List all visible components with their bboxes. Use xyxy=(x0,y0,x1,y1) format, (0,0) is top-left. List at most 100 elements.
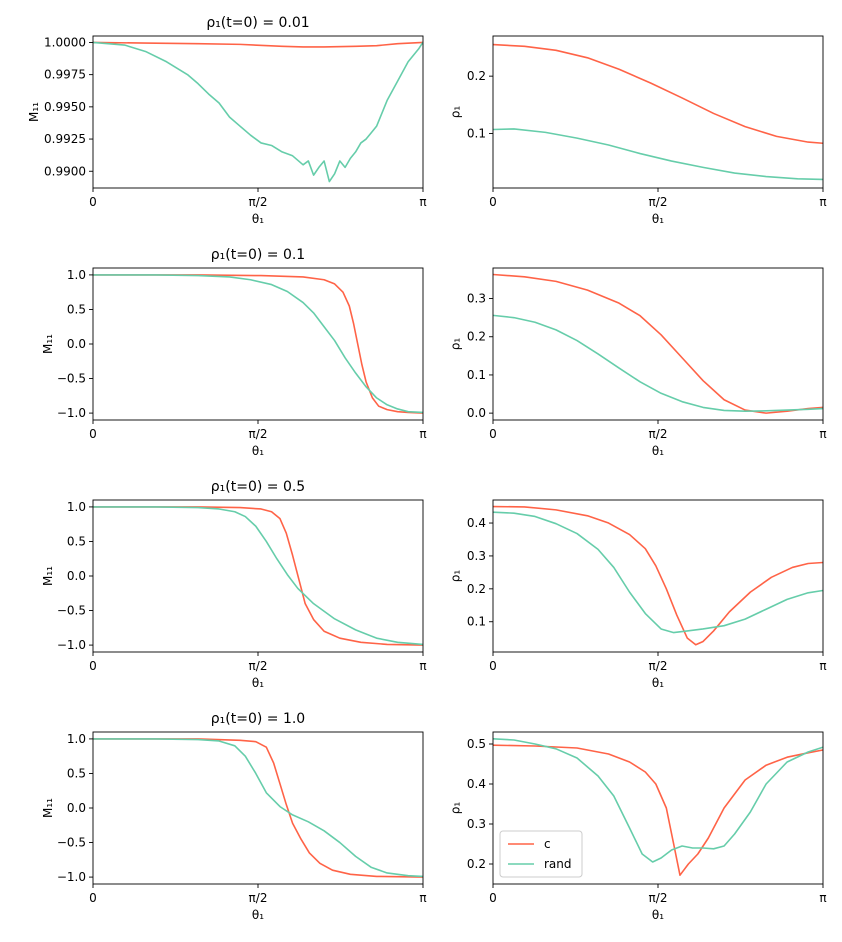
y-tick-label: 0.5 xyxy=(67,302,86,316)
y-tick-label: 1.0 xyxy=(67,268,86,282)
y-tick-label: −1.0 xyxy=(57,638,86,652)
series-line-rand xyxy=(93,41,423,183)
y-axis-label: M₁₁ xyxy=(41,566,55,586)
x-tick-label: π/2 xyxy=(249,891,268,905)
panel-title: ρ₁(t=0) = 1.0 xyxy=(211,711,305,727)
y-tick-label: −0.5 xyxy=(57,836,86,850)
y-tick-label: 0.9925 xyxy=(44,132,86,146)
series-line-rand xyxy=(93,506,423,646)
y-tick-label: −0.5 xyxy=(57,372,86,386)
y-tick-label: 0.0 xyxy=(67,801,86,815)
y-tick-label: 0.5 xyxy=(67,766,86,780)
y-axis-label: ρ₁ xyxy=(448,338,462,351)
x-tick-label: 0 xyxy=(489,427,497,441)
legend-label-rand: rand xyxy=(544,857,572,871)
axes-frame xyxy=(492,35,824,189)
y-tick-label: 0.1 xyxy=(467,127,486,141)
panel-title: ρ₁(t=0) = 0.01 xyxy=(206,15,309,31)
y-tick-label: 0.2 xyxy=(467,857,486,871)
y-tick-label: −1.0 xyxy=(57,870,86,884)
series-line-c xyxy=(93,41,423,48)
x-tick-label: π/2 xyxy=(649,659,668,673)
panel-4: 0 π/2 π 0.0 0.1 0.2 0.3 θ₁ ρ₁ xyxy=(448,267,827,458)
y-tick-label: 0.0 xyxy=(67,337,86,351)
x-axis-label: θ₁ xyxy=(652,212,664,226)
axes-frame xyxy=(92,499,424,653)
panel-8: 0 π/2 π 0.2 0.3 0.4 0.5 θ₁ ρ₁ c rand xyxy=(448,731,827,922)
x-tick-label: π xyxy=(819,427,826,441)
y-tick-label: 1.0 xyxy=(67,732,86,746)
y-tick-label: 0.0 xyxy=(467,406,486,420)
series-line-rand xyxy=(93,274,423,414)
series-line-c xyxy=(493,744,823,877)
y-tick-label: −0.5 xyxy=(57,604,86,618)
y-axis-label: ρ₁ xyxy=(448,570,462,583)
y-tick-label: 0.9950 xyxy=(44,100,86,114)
x-axis-label: θ₁ xyxy=(652,676,664,690)
y-axis-label: M₁₁ xyxy=(27,102,41,122)
x-tick-label: 0 xyxy=(489,195,497,209)
legend-label-c: c xyxy=(544,837,551,851)
legend: c rand xyxy=(499,830,583,878)
y-axis-label: ρ₁ xyxy=(448,106,462,119)
y-tick-label: −1.0 xyxy=(57,406,86,420)
panel-1: 0 π/2 π 1.0000 0.9975 0.9950 0.9925 0.9900 θ₁ M₁₁… xyxy=(27,15,427,226)
y-tick-label: 0.2 xyxy=(467,582,486,596)
y-tick-label: 0.3 xyxy=(467,292,486,306)
x-tick-label: π xyxy=(419,891,426,905)
legend-box xyxy=(499,830,583,878)
panel-title: ρ₁(t=0) = 0.5 xyxy=(211,479,305,495)
y-tick-label: 0.3 xyxy=(467,549,486,563)
x-axis-label: θ₁ xyxy=(252,212,264,226)
panel-7: 0 π/2 π 1.0 0.5 0.0 −0.5 −1.0 θ₁ M₁₁ ρ₁(t=0) = 1.0 xyxy=(41,711,426,922)
x-tick-label: 0 xyxy=(89,659,97,673)
x-axis-label: θ₁ xyxy=(652,444,664,458)
series-line-c xyxy=(93,506,423,646)
series-line-c xyxy=(493,505,823,646)
series-line-c xyxy=(493,273,823,414)
x-tick-label: π xyxy=(819,659,826,673)
panel-6: 0 π/2 π 0.1 0.2 0.3 0.4 θ₁ ρ₁ xyxy=(448,499,827,690)
panel-2: 0 π/2 π 0.1 0.2 θ₁ ρ₁ xyxy=(448,35,827,226)
x-tick-label: π/2 xyxy=(649,195,668,209)
y-axis-label: M₁₁ xyxy=(41,334,55,354)
x-tick-label: π xyxy=(419,195,426,209)
x-tick-label: π xyxy=(819,891,826,905)
y-tick-label: 1.0 xyxy=(67,500,86,514)
x-tick-label: π xyxy=(819,195,826,209)
x-tick-label: π/2 xyxy=(649,427,668,441)
series-line-rand xyxy=(493,738,823,863)
axes-frame xyxy=(92,35,424,189)
y-tick-label: 0.9975 xyxy=(44,68,86,82)
x-tick-label: π xyxy=(419,659,426,673)
series-line-rand xyxy=(493,511,823,634)
panel-3: 0 π/2 π 1.0 0.5 0.0 −0.5 −1.0 θ₁ M₁₁ ρ₁(t=0) = 0.1 xyxy=(41,247,426,458)
x-tick-label: π/2 xyxy=(249,427,268,441)
y-tick-label: 0.0 xyxy=(67,569,86,583)
y-tick-label: 0.1 xyxy=(467,368,486,382)
x-tick-label: π/2 xyxy=(249,659,268,673)
x-axis-label: θ₁ xyxy=(252,444,264,458)
y-tick-label: 0.5 xyxy=(67,534,86,548)
y-tick-label: 0.9900 xyxy=(44,164,86,178)
series-line-c xyxy=(93,738,423,878)
y-tick-label: 0.2 xyxy=(467,330,486,344)
y-axis-label: M₁₁ xyxy=(41,798,55,818)
x-tick-label: π/2 xyxy=(649,891,668,905)
x-tick-label: π/2 xyxy=(249,195,268,209)
x-tick-label: 0 xyxy=(89,195,97,209)
y-tick-label: 0.2 xyxy=(467,69,486,83)
y-tick-label: 0.3 xyxy=(467,817,486,831)
series-line-c xyxy=(93,274,423,414)
axes-frame xyxy=(92,731,424,885)
y-tick-label: 0.4 xyxy=(467,777,486,791)
panel-title: ρ₁(t=0) = 0.1 xyxy=(211,247,305,263)
y-tick-label: 0.1 xyxy=(467,615,486,629)
x-tick-label: 0 xyxy=(89,427,97,441)
series-line-rand xyxy=(493,128,823,181)
x-axis-label: θ₁ xyxy=(252,676,264,690)
panel-5: 0 π/2 π 1.0 0.5 0.0 −0.5 −1.0 θ₁ M₁₁ ρ₁(t=0) = 0.5 xyxy=(41,479,426,690)
y-tick-label: 1.0000 xyxy=(44,35,86,49)
series-line-rand xyxy=(493,314,823,413)
